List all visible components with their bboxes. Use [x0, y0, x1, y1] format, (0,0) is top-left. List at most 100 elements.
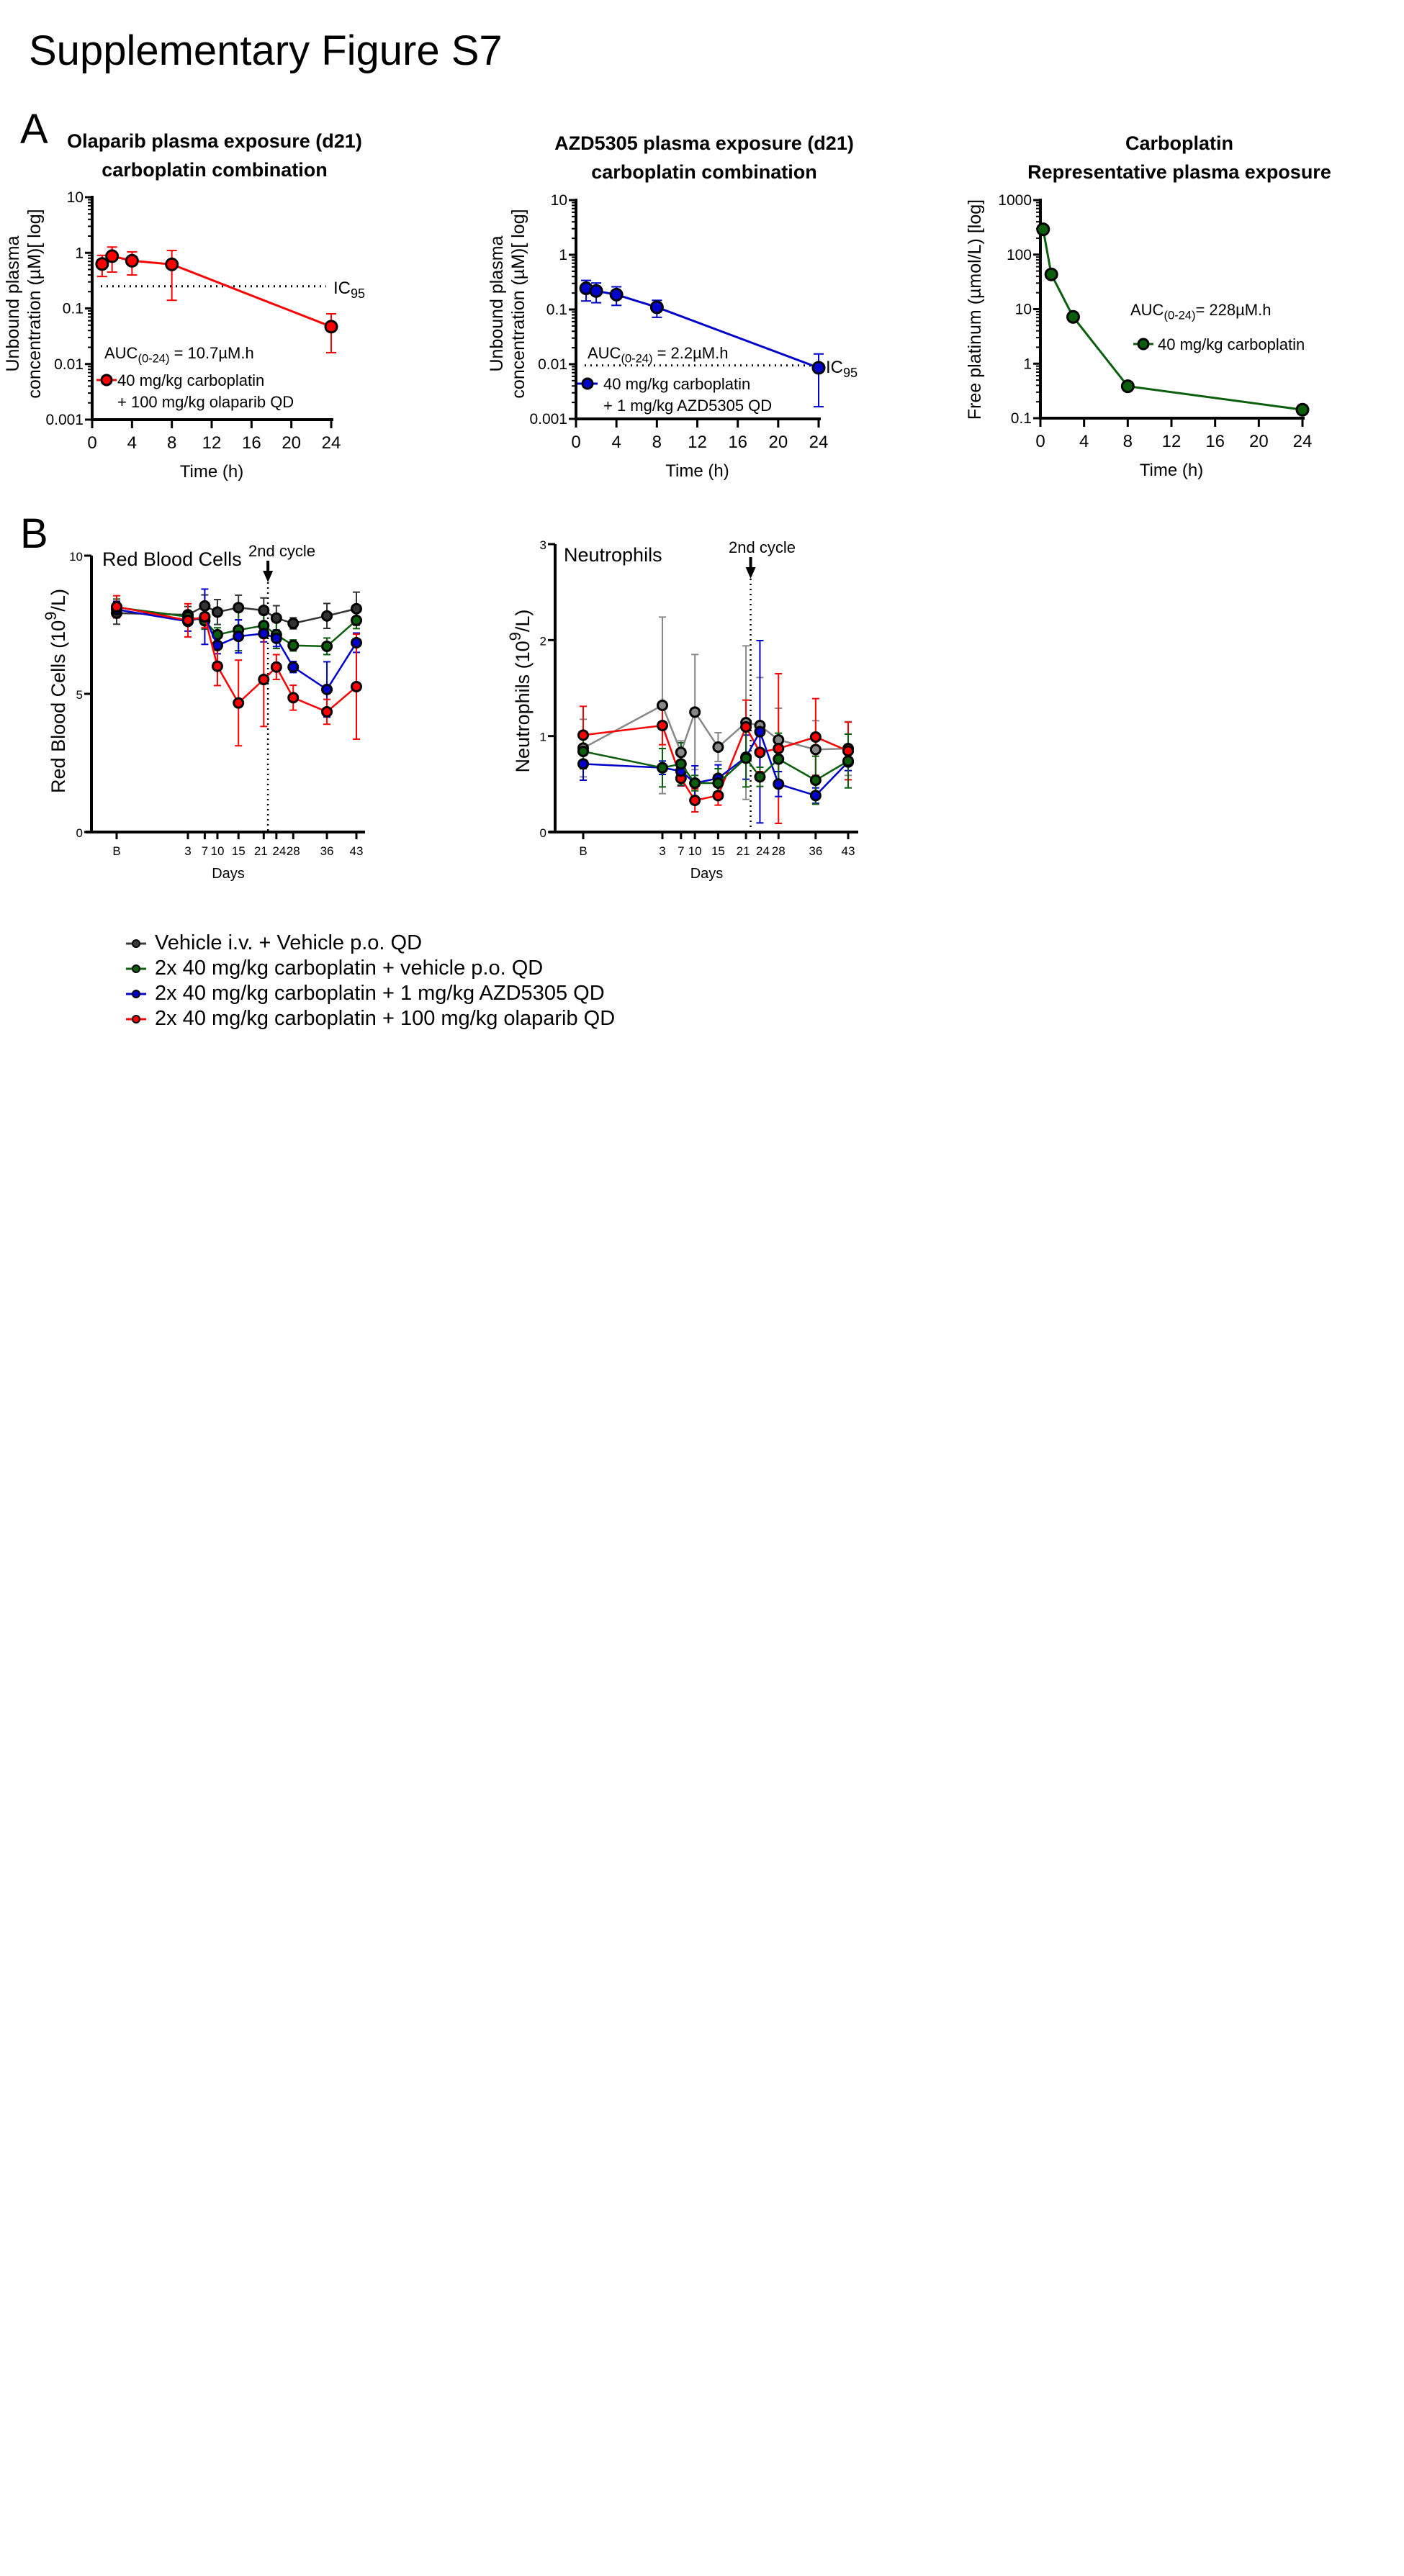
- legend-label: 40 mg/kg carboplatin: [1158, 335, 1305, 353]
- x-axis-label: Time (h): [1140, 461, 1203, 480]
- y-tick-label: 10: [551, 192, 567, 209]
- y-tick-label: 1: [540, 731, 546, 744]
- x-tick-label: 3: [184, 844, 191, 858]
- ic95-label-part: 95: [843, 366, 858, 380]
- data-point: [609, 287, 624, 302]
- chart-title: Red Blood Cells: [102, 548, 242, 570]
- data-point: [324, 320, 338, 334]
- legend-label: 2x 40 mg/kg carboplatin + vehicle p.o. Q…: [155, 957, 544, 980]
- data-point: [199, 610, 211, 623]
- y-tick-label: 1: [75, 245, 84, 261]
- data-point: [321, 683, 333, 695]
- data-point: [773, 778, 785, 790]
- data-point: [321, 610, 333, 622]
- y-tick-label: 0.01: [54, 356, 84, 373]
- x-tick-label: 24: [756, 844, 770, 858]
- y-tick-label: 0.1: [1011, 410, 1032, 427]
- series-line: [582, 704, 849, 755]
- data-point: [258, 605, 270, 617]
- data-point: [1120, 379, 1135, 394]
- x-tick-label: 4: [1079, 432, 1089, 451]
- data-point: [689, 777, 701, 789]
- legend-label: + 1 mg/kg AZD5305 QD: [603, 397, 772, 415]
- x-tick-label: 0: [87, 433, 96, 453]
- data-point: [233, 697, 245, 709]
- data-point: [657, 700, 668, 711]
- data-point: [95, 257, 109, 271]
- data-point: [287, 661, 300, 673]
- auc-annotation-part: AUC: [104, 344, 138, 362]
- panel-label-b: B: [20, 510, 48, 557]
- x-tick-label: 20: [1249, 432, 1269, 451]
- panel-label-a: A: [20, 106, 48, 153]
- x-tick-label: 0: [1035, 432, 1045, 451]
- auc-annotation-part: = 10.7µM.h: [169, 344, 253, 362]
- data-point: [111, 601, 122, 613]
- chart-title: Carboplatin: [1125, 132, 1233, 154]
- y-tick-label: 0: [540, 826, 546, 840]
- x-axis-label: Time (h): [665, 461, 729, 481]
- x-tick-label: 21: [737, 844, 750, 858]
- x-tick-label: 16: [728, 433, 747, 452]
- data-point: [233, 602, 245, 614]
- auc-annotation-part: AUC: [1130, 301, 1164, 319]
- y-tick-label: 0: [76, 826, 83, 840]
- data-point: [589, 284, 603, 298]
- data-point: [199, 600, 211, 612]
- data-point: [321, 705, 333, 718]
- y-axis-label-part: Red Blood Cells (10: [48, 620, 69, 793]
- y-axis-label: Red Blood Cells (109/L): [42, 589, 69, 793]
- x-tick-label: 12: [1162, 432, 1182, 451]
- data-point: [657, 720, 668, 731]
- y-tick-label: 10: [1015, 302, 1032, 318]
- data-point: [211, 660, 223, 672]
- data-point: [351, 614, 362, 626]
- y-tick-label: 0.001: [45, 412, 84, 428]
- auc-annotation-part: (0-24): [1164, 309, 1195, 322]
- auc-annotation-part: AUC: [588, 344, 621, 362]
- data-point: [773, 753, 785, 765]
- x-tick-label: 16: [242, 433, 261, 453]
- auc-annotation-part: (0-24): [138, 353, 169, 366]
- data-point: [809, 790, 822, 802]
- data-point: [842, 745, 854, 757]
- y-tick-label: 3: [540, 538, 546, 552]
- legend-label: 2x 40 mg/kg carboplatin + 1 mg/kg AZD530…: [155, 982, 605, 1005]
- series-line: [582, 750, 849, 785]
- data-point: [689, 706, 701, 718]
- legend-marker: [581, 377, 594, 390]
- data-point: [712, 741, 724, 753]
- ic95-label-part: IC: [333, 279, 351, 298]
- x-tick-label: 24: [809, 433, 829, 452]
- ic95-label: IC95: [333, 279, 365, 301]
- ic95-label-part: 95: [351, 286, 365, 301]
- x-axis-label: Time (h): [180, 462, 243, 482]
- data-point: [577, 729, 589, 741]
- y-tick-label: 1: [559, 247, 567, 263]
- chart-title: AZD5305 plasma exposure (d21): [554, 132, 854, 154]
- legend-marker-icon: [126, 989, 146, 998]
- data-point: [233, 631, 245, 643]
- y-axis-label: concentration (µM)[ log]: [24, 209, 45, 398]
- legend-marker: [1137, 338, 1150, 351]
- arrow-head-icon: [263, 571, 274, 582]
- y-axis-label-part: /L): [48, 589, 69, 612]
- x-tick-label: 12: [202, 433, 222, 453]
- x-tick-label: 24: [272, 844, 286, 858]
- auc-annotation-part: = 2.2µM.h: [652, 344, 728, 362]
- chart-title: Olaparib plasma exposure (d21): [67, 130, 362, 152]
- data-point: [1295, 402, 1310, 417]
- data-point: [712, 790, 724, 802]
- y-axis-label: Unbound plasma: [487, 235, 507, 371]
- x-tick-label: 12: [688, 433, 707, 452]
- y-tick-label: 0.01: [538, 356, 567, 373]
- x-tick-label: 4: [127, 433, 137, 453]
- x-tick-label: 20: [768, 433, 788, 452]
- legend-label: 40 mg/kg carboplatin: [117, 371, 264, 389]
- series-line: [116, 605, 357, 625]
- x-tick-label: 36: [809, 844, 822, 858]
- ic95-label-part: IC: [826, 358, 843, 377]
- y-tick-label: 100: [1007, 247, 1032, 263]
- y-axis-label: concentration (µM)[ log]: [508, 209, 528, 398]
- x-tick-label: B: [112, 844, 120, 858]
